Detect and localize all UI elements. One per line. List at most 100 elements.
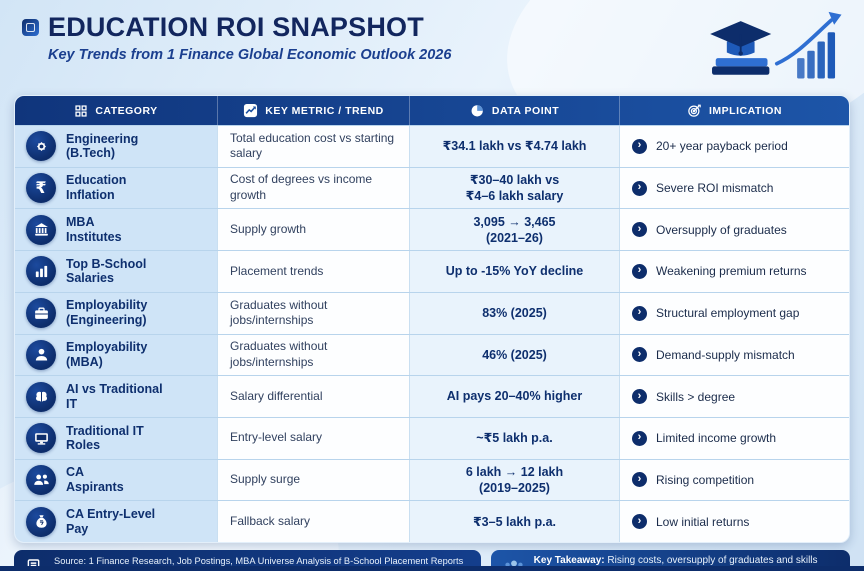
category-cell: Employability (MBA) [15,334,217,376]
metric-cell: Fallback salary [217,501,409,542]
money-bag-icon [26,506,56,537]
brain-icon [26,381,56,412]
column-header-key-metric: KEY METRIC / TREND [217,96,409,125]
column-header-category: CATEGORY [15,96,217,125]
implication-text: Oversupply of graduates [656,222,787,237]
page-title: EDUCATION ROI SNAPSHOT [48,12,424,42]
table-row: Engineering (B.Tech) Total education cos… [15,125,849,167]
table-row: Traditional IT Roles Entry-level salary … [15,416,849,459]
table-body: Engineering (B.Tech) Total education cos… [15,125,849,542]
implication-cell: › Structural employment gap [619,292,849,334]
category-cell: ₹ Education Inflation [15,167,217,209]
category-label: MBA Institutes [66,215,122,244]
implication-text: Severe ROI mismatch [656,181,774,196]
category-label: Employability (Engineering) [66,298,148,328]
category-label: Education Inflation [66,173,127,203]
implication-text: Demand-supply mismatch [656,347,795,362]
implication-cell: › Demand-supply mismatch [619,334,849,376]
metric-cell: Supply growth [217,209,409,251]
datapoint-cell: ₹30–40 lakh vs ₹4–6 lakh salary [409,167,619,209]
category-cell: Top B-School Salaries [15,251,217,292]
briefcase-icon [26,298,56,329]
grid-icon [75,104,87,117]
bottom-divider [0,566,864,571]
chevron-right-icon: › [632,472,647,488]
implication-cell: › Weakening premium returns [619,251,849,292]
table-row: Employability (Engineering) Graduates wi… [15,291,849,334]
category-label: Traditional IT Roles [66,423,144,453]
people-icon [26,464,56,495]
table-row: Employability (MBA) Graduates without jo… [15,333,849,376]
chevron-right-icon: › [632,138,647,154]
chevron-right-icon: › [632,222,647,238]
footer: Source: 1 Finance Research, Job Postings… [14,550,850,571]
implication-cell: › 20+ year payback period [619,126,849,167]
category-label: AI vs Traditional IT [66,381,163,411]
datapoint-cell: Up to -15% YoY decline [409,251,619,292]
trend-chart-icon [244,103,258,118]
gear-icon [26,131,56,162]
category-cell: AI vs Traditional IT [15,376,217,417]
implication-cell: › Rising competition [619,459,849,501]
bank-icon [26,214,56,245]
category-cell: Engineering (B.Tech) [15,126,217,167]
category-label: CA Aspirants [66,465,124,494]
page-subtitle: Key Trends from 1 Finance Global Economi… [48,47,452,63]
category-cell: CA Entry-Level Pay [15,501,217,542]
implication-cell: › Oversupply of graduates [619,209,849,251]
datapoint-cell: 46% (2025) [409,334,619,376]
metric-cell: Total education cost vs starting salary [217,126,409,167]
implication-text: Weakening premium returns [656,264,807,279]
chevron-right-icon: › [632,347,647,363]
category-label: CA Entry-Level Pay [66,506,156,536]
datapoint-cell: 6 lakh → 12 lakh (2019–2025) [409,459,619,501]
chevron-right-icon: › [632,180,647,196]
table-row: CA Entry-Level Pay Fallback salary ₹3–5 … [15,500,849,542]
metric-cell: Salary differential [217,376,409,417]
roi-table: CATEGORY KEY METRIC / TREND DATA POINT I… [14,95,850,543]
graduation-cap-growth-illustration [704,10,844,89]
monitor-icon [26,423,56,454]
metric-cell: Cost of degrees vs income growth [217,167,409,209]
implication-text: Structural employment gap [656,306,800,321]
category-cell: Traditional IT Roles [15,417,217,459]
metric-cell: Placement trends [217,251,409,292]
category-label: Engineering (B.Tech) [66,131,139,161]
metric-cell: Graduates without jobs/internships [217,292,409,334]
chevron-right-icon: › [632,514,647,530]
datapoint-cell: 83% (2025) [409,292,619,334]
category-label: Top B-School Salaries [66,256,147,286]
datapoint-cell: ₹34.1 lakh vs ₹4.74 lakh [409,126,619,167]
table-row: AI vs Traditional IT Salary differential… [15,375,849,417]
implication-text: Skills > degree [656,389,736,404]
logo-icon [22,19,39,36]
table-row: MBA Institutes Supply growth 3,095 → 3,4… [15,208,849,251]
column-header-label: IMPLICATION [709,104,782,117]
table-row: ₹ Education Inflation Cost of degrees vs… [15,166,849,209]
datapoint-cell: 3,095 → 3,465 (2021–26) [409,209,619,251]
implication-text: 20+ year payback period [656,139,788,154]
datapoint-cell: AI pays 20–40% higher [409,376,619,417]
chevron-right-icon: › [632,305,647,321]
target-icon [688,104,701,117]
column-header-label: CATEGORY [95,104,158,117]
metric-cell: Entry-level salary [217,417,409,459]
category-label: Employability (MBA) [66,340,148,369]
chevron-right-icon: › [632,263,647,279]
category-cell: MBA Institutes [15,209,217,251]
chevron-right-icon: › [632,389,647,405]
pie-chart-icon [471,105,483,117]
datapoint-cell: ~₹5 lakh p.a. [409,417,619,459]
implication-cell: › Limited income growth [619,417,849,459]
header: EDUCATION ROI SNAPSHOT Key Trends from 1… [14,10,850,95]
metric-cell: Graduates without jobs/internships [217,334,409,376]
implication-cell: › Severe ROI mismatch [619,167,849,209]
rupee-icon: ₹ [26,173,56,204]
category-cell: CA Aspirants [15,459,217,501]
column-header-label: KEY METRIC / TREND [265,104,384,117]
table-row: Top B-School Salaries Placement trends U… [15,250,849,292]
takeaway-label: Key Takeaway: [533,555,605,566]
implication-cell: › Low initial returns [619,501,849,542]
metric-cell: Supply surge [217,459,409,501]
